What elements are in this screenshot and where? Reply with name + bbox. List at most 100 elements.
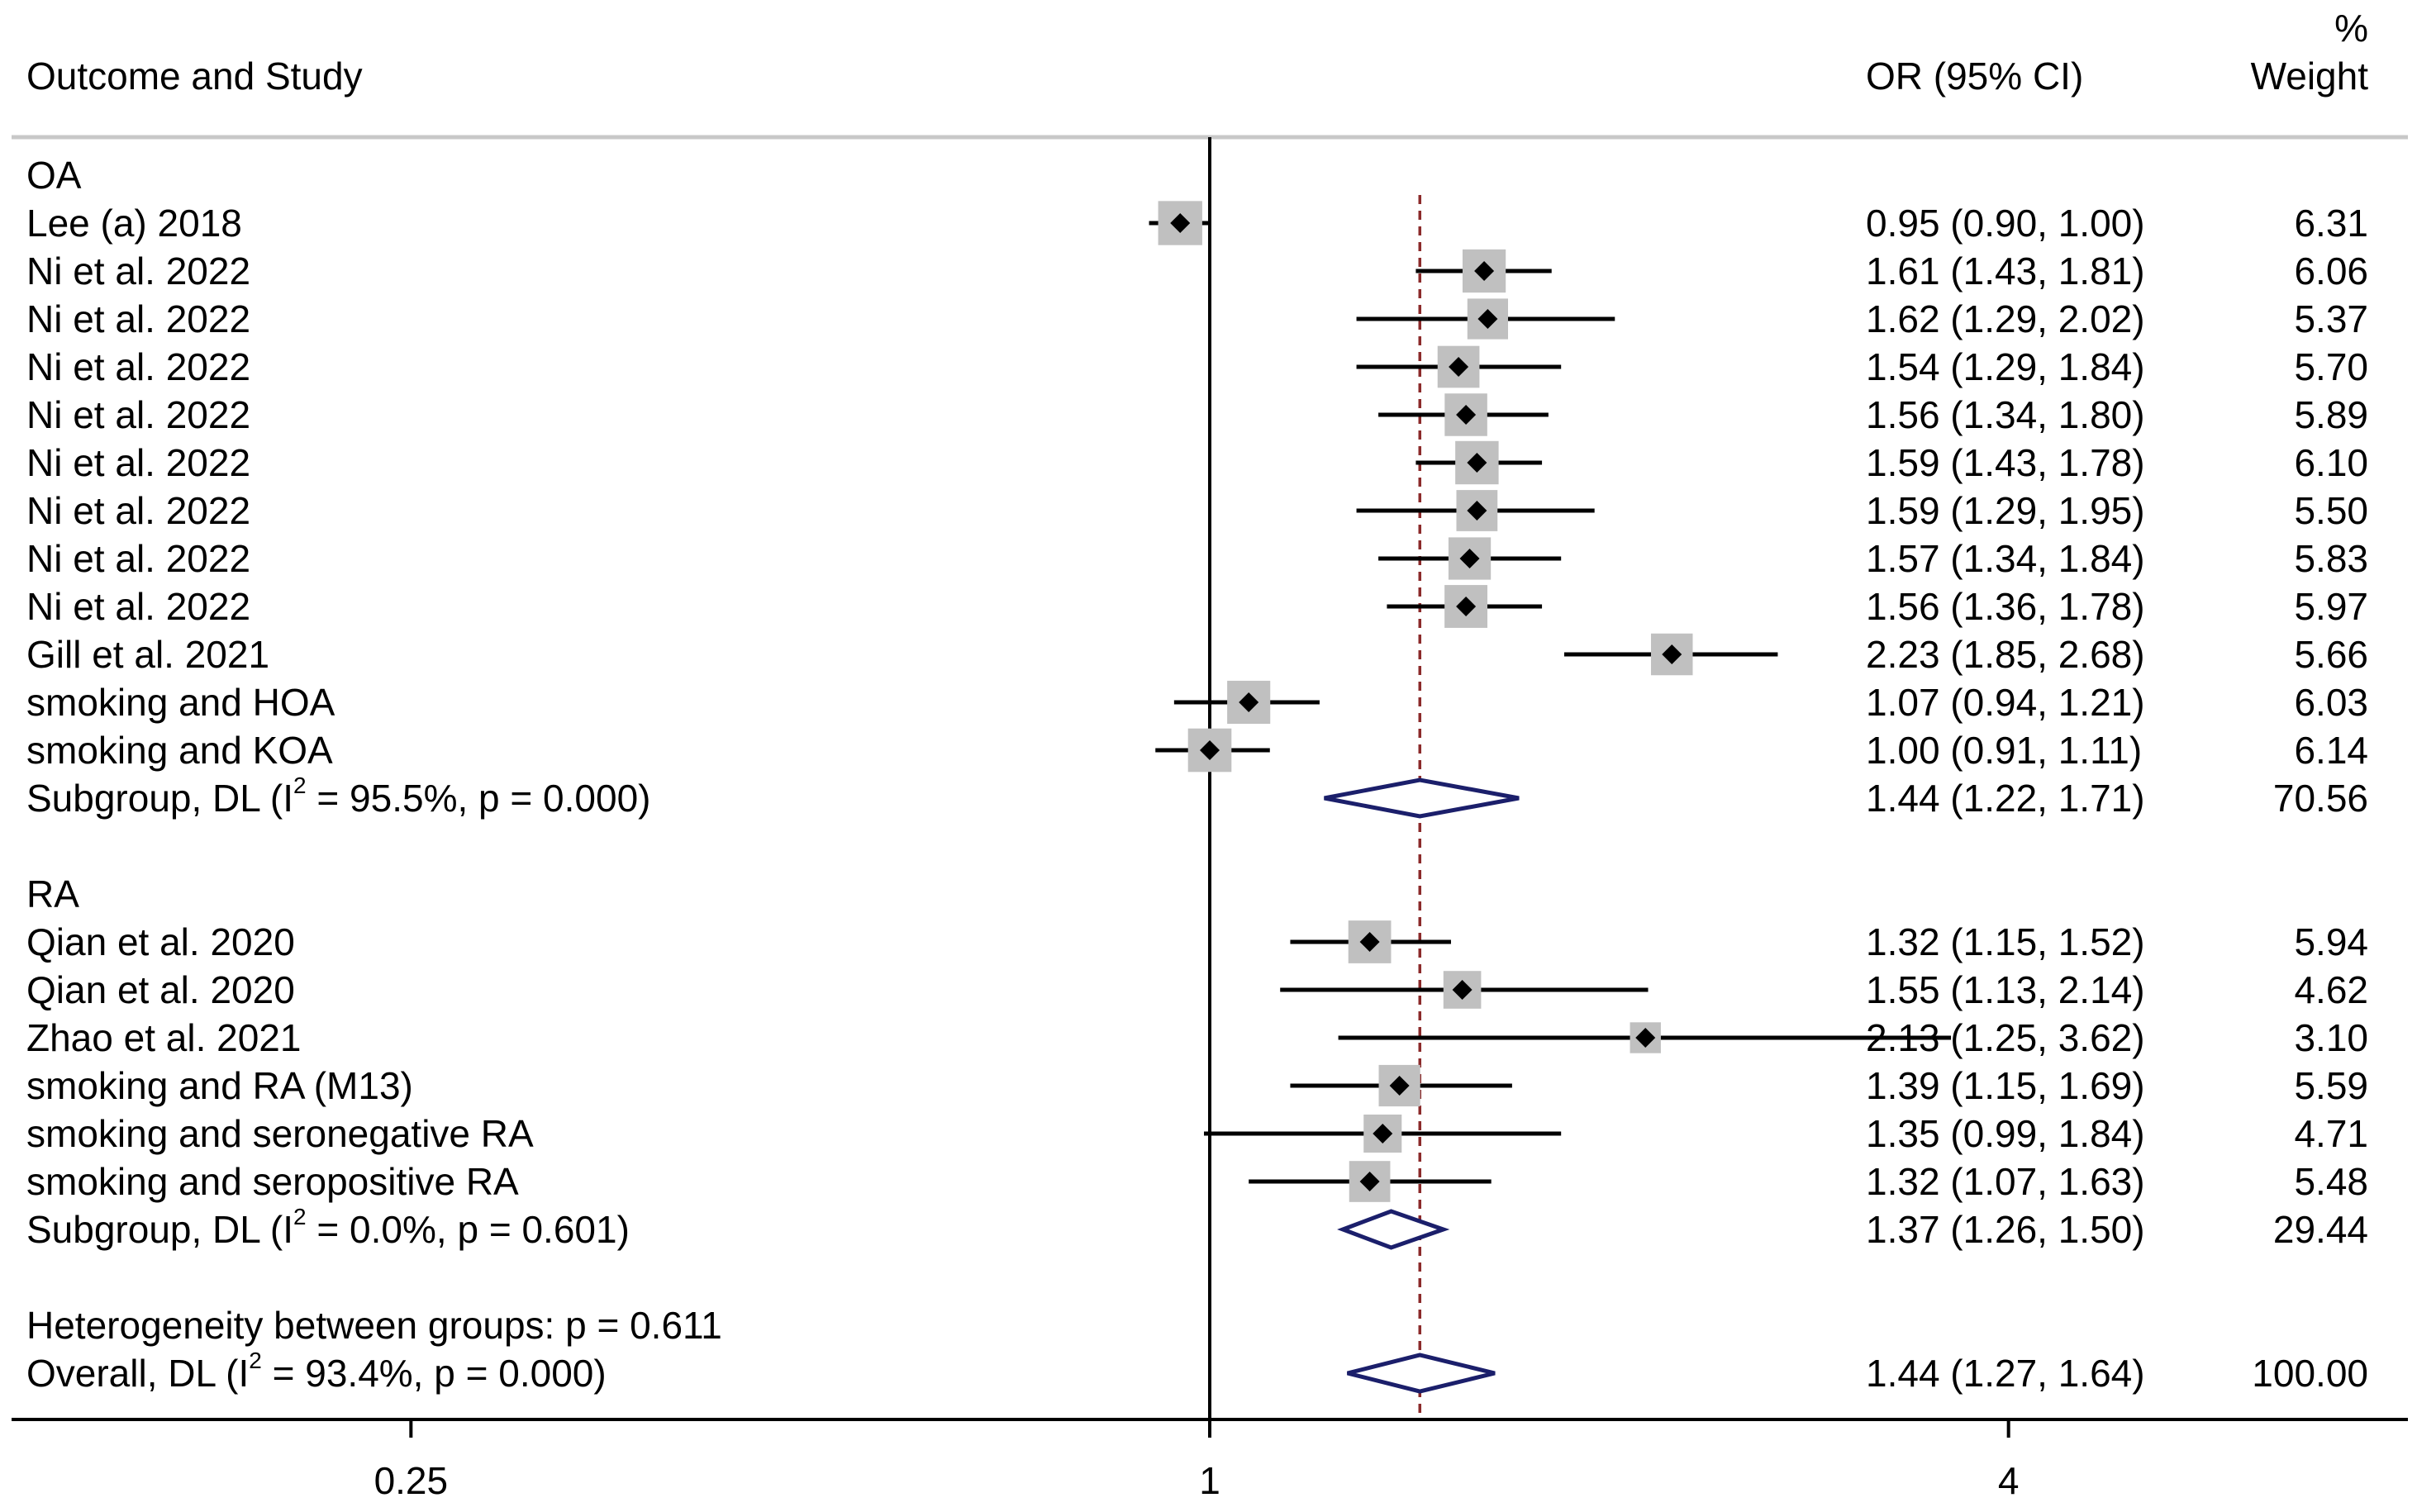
weight-value: 5.50 (2294, 489, 2368, 532)
study-label: smoking and KOA (26, 729, 333, 772)
x-tick-label: 4 (1998, 1459, 2020, 1502)
study-label: smoking and RA (M13) (26, 1064, 413, 1107)
study-row: Ni et al. 2022 1.56 (1.34, 1.80) 5.89 (26, 393, 2368, 436)
study-label: smoking and HOA (26, 681, 335, 724)
summary-label: Subgroup, DL (I2 = 0.0%, p = 0.601) (26, 1204, 630, 1251)
weight-value: 6.06 (2294, 250, 2368, 292)
pooled-effect-diamond (1347, 1353, 1496, 1394)
study-label: Ni et al. 2022 (26, 345, 250, 388)
weight-value: 6.31 (2294, 202, 2368, 245)
study-row: smoking and HOA 1.07 (0.94, 1.21) 6.03 (26, 680, 2368, 725)
weight-value: 5.89 (2294, 393, 2368, 436)
weight-value: 70.56 (2273, 777, 2368, 820)
weight-value: 6.10 (2294, 441, 2368, 484)
weight-value: 4.62 (2294, 968, 2368, 1011)
heterogeneity-note: Heterogeneity between groups: p = 0.611 (26, 1304, 722, 1347)
or-ci-value: 1.59 (1.43, 1.78) (1866, 441, 2145, 484)
summary-row: Subgroup, DL (I2 = 95.5%, p = 0.000) 1.44… (26, 773, 2368, 820)
point-estimate (1359, 1172, 1380, 1191)
study-label: Gill et al. 2021 (26, 633, 269, 676)
weight-value: 100.00 (2252, 1352, 2368, 1395)
header-weight-symbol: % (2334, 7, 2368, 50)
weight-value: 6.03 (2294, 681, 2368, 724)
point-estimate (1467, 453, 1487, 473)
study-label: Ni et al. 2022 (26, 585, 250, 628)
study-row: Ni et al. 2022 1.61 (1.43, 1.81) 6.06 (26, 249, 2368, 293)
study-row: smoking and seronegative RA 1.35 (0.99, 1… (26, 1112, 2368, 1155)
study-row: Ni et al. 2022 1.57 (1.34, 1.84) 5.83 (26, 537, 2368, 580)
weight-value: 5.59 (2294, 1064, 2368, 1107)
x-axis-ticks: 0.25 1 4 (374, 1419, 2020, 1502)
or-ci-value: 1.35 (0.99, 1.84) (1866, 1112, 2145, 1155)
x-tick-label: 0.25 (374, 1459, 449, 1502)
or-ci-value: 1.62 (1.29, 2.02) (1866, 297, 2145, 340)
header-study: Outcome and Study (26, 55, 363, 97)
weight-value: 5.48 (2294, 1160, 2368, 1203)
study-label: Ni et al. 2022 (26, 297, 250, 340)
point-estimate (1459, 549, 1480, 568)
study-row: Ni et al. 2022 1.59 (1.29, 1.95) 5.50 (26, 489, 2368, 532)
subgroup-heading: RA (26, 872, 79, 915)
point-estimate (1170, 213, 1191, 233)
study-label: Ni et al. 2022 (26, 441, 250, 484)
study-label: Ni et al. 2022 (26, 250, 250, 292)
study-label: smoking and seropositive RA (26, 1160, 519, 1203)
study-label: Lee (a) 2018 (26, 202, 242, 245)
pooled-effect-diamond (1324, 777, 1520, 819)
study-label: Qian et al. 2020 (26, 920, 295, 963)
study-row: Ni et al. 2022 1.56 (1.36, 1.78) 5.97 (26, 585, 2368, 628)
x-tick-label: 1 (1199, 1459, 1220, 1502)
or-ci-value: 1.32 (1.15, 1.52) (1866, 920, 2145, 963)
or-ci-value: 1.59 (1.29, 1.95) (1866, 489, 2145, 532)
or-ci-value: 1.00 (0.91, 1.11) (1866, 729, 2142, 772)
or-ci-value: 1.32 (1.07, 1.63) (1866, 1160, 2145, 1203)
study-label: Zhao et al. 2021 (26, 1016, 301, 1059)
table-header: Outcome and Study OR (95% CI) % Weight (26, 7, 2368, 97)
study-row: smoking and KOA 1.00 (0.91, 1.11) 6.14 (26, 728, 2368, 773)
point-estimate (1373, 1124, 1393, 1144)
point-estimate (1456, 405, 1477, 425)
study-label: Ni et al. 2022 (26, 489, 250, 532)
point-estimate (1456, 597, 1477, 616)
or-ci-value: 1.37 (1.26, 1.50) (1866, 1208, 2145, 1251)
study-row: Ni et al. 2022 1.62 (1.29, 2.02) 5.37 (26, 297, 2368, 340)
study-row: Ni et al. 2022 1.59 (1.43, 1.78) 6.10 (26, 440, 2368, 485)
study-row: Qian et al. 2020 1.32 (1.15, 1.52) 5.94 (26, 920, 2368, 963)
or-ci-value: 1.07 (0.94, 1.21) (1866, 681, 2145, 724)
point-estimate (1635, 1028, 1656, 1048)
summary-row: Overall, DL (I2 = 93.4%, p = 0.000) 1.44 … (26, 1348, 2368, 1395)
study-label: Qian et al. 2020 (26, 968, 295, 1011)
weight-value: 5.37 (2294, 297, 2368, 340)
or-ci-value: 1.56 (1.34, 1.80) (1866, 393, 2145, 436)
summary-row: Subgroup, DL (I2 = 0.0%, p = 0.601) 1.37 … (26, 1204, 2368, 1251)
point-estimate (1449, 357, 1469, 377)
header-effect: OR (95% CI) (1866, 55, 2083, 97)
or-ci-value: 0.95 (0.90, 1.00) (1866, 202, 2145, 245)
weight-value: 5.83 (2294, 537, 2368, 580)
or-ci-value: 1.57 (1.34, 1.84) (1866, 537, 2145, 580)
or-ci-value: 1.54 (1.29, 1.84) (1866, 345, 2145, 388)
point-estimate (1389, 1076, 1410, 1096)
or-ci-value: 1.61 (1.43, 1.81) (1866, 250, 2145, 292)
subgroup-heading: OA (26, 154, 82, 197)
point-estimate (1452, 980, 1473, 1000)
study-row: Qian et al. 2020 1.55 (1.13, 2.14) 4.62 (26, 968, 2368, 1011)
weight-value: 5.97 (2294, 585, 2368, 628)
point-estimate (1662, 644, 1682, 664)
summary-label: Overall, DL (I2 = 93.4%, p = 0.000) (26, 1348, 607, 1395)
study-row: smoking and RA (M13) 1.39 (1.15, 1.69) 5.5… (26, 1064, 2368, 1107)
study-label: smoking and seronegative RA (26, 1112, 534, 1155)
study-row: Lee (a) 2018 0.95 (0.90, 1.00) 6.31 (26, 201, 2368, 245)
weight-value: 29.44 (2273, 1208, 2368, 1251)
or-ci-value: 2.23 (1.85, 2.68) (1866, 633, 2145, 676)
point-estimate (1359, 932, 1380, 952)
study-row: Gill et al. 2021 2.23 (1.85, 2.68) 5.66 (26, 633, 2368, 676)
study-label: Ni et al. 2022 (26, 537, 250, 580)
or-ci-value: 1.39 (1.15, 1.69) (1866, 1064, 2145, 1107)
weight-value: 5.94 (2294, 920, 2368, 963)
weight-value: 4.71 (2294, 1112, 2368, 1155)
weight-value: 3.10 (2294, 1016, 2368, 1059)
study-row: Zhao et al. 2021 2.13 (1.25, 3.62) 3.10 (26, 1016, 2368, 1059)
weight-value: 6.14 (2294, 729, 2368, 772)
